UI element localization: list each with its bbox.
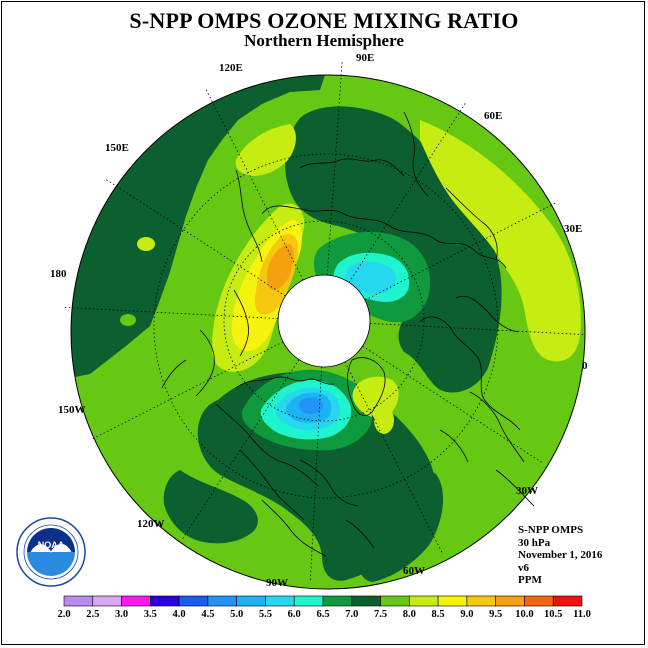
field-7-0-sw <box>163 470 258 544</box>
meridian-line <box>344 361 444 555</box>
meridian-line <box>204 87 304 281</box>
field-4-5-sw <box>298 397 324 414</box>
colorbar-tick-label: 8.5 <box>431 609 445 620</box>
colorbar-tick-label: 8.0 <box>402 609 416 620</box>
meridian-line <box>62 306 279 319</box>
meridian-line <box>348 101 468 283</box>
field-7-5-island <box>120 314 136 326</box>
colorbar-tick-label: 9.5 <box>489 609 503 620</box>
info-instrument: S-NPP OMPS <box>518 524 584 536</box>
field-8-0-ne <box>420 120 581 362</box>
field-7-0-southeast <box>356 469 444 582</box>
polar-no-data-cap <box>277 274 371 368</box>
info-unit: PPM <box>518 574 542 587</box>
lon-label-150w: 150W <box>58 404 86 416</box>
lon-label-180: 180 <box>50 268 67 280</box>
lon-label-90w: 90W <box>266 577 288 589</box>
info-level: 30 hPa <box>518 536 551 549</box>
ozone-fill-field <box>71 75 585 589</box>
lon-label-30w: 30W <box>516 485 538 497</box>
colorbar-tick-label: 3.5 <box>143 609 157 620</box>
field-8-0-atlantic <box>352 376 399 418</box>
colorbar-tick-label: 6.5 <box>316 609 330 620</box>
colorbar-tick-label: 3.0 <box>114 609 129 620</box>
lon-label-90e: 90E <box>356 52 375 64</box>
meridian-line <box>364 201 558 301</box>
meridian-line <box>104 177 286 297</box>
colorbar-tick-label: 5.5 <box>258 609 272 620</box>
colorbar-tick-label: 11.0 <box>573 609 591 620</box>
lon-label-120w: 120W <box>137 518 165 530</box>
lon-label-120e: 120E <box>219 62 243 74</box>
field-5-5-ne <box>345 261 396 294</box>
map-subtitle: Northern Hemisphere <box>244 31 404 50</box>
coastlines <box>161 111 535 557</box>
lon-label-150e: 150E <box>105 142 129 154</box>
meridian-line <box>90 341 284 441</box>
colorbar-tick-label: 4.0 <box>172 609 186 620</box>
field-9-5 <box>266 244 294 291</box>
lon-label-60e: 60E <box>484 110 503 122</box>
lon-label-60w: 60W <box>403 565 425 577</box>
colorbar-tick-label: 5.0 <box>230 609 244 620</box>
hemisphere-boundary <box>70 74 586 590</box>
map-title: S-NPP OMPS OZONE MIXING RATIO <box>129 8 519 33</box>
noaa-logo-bird <box>30 544 72 553</box>
colorbar-tick-label: 10.0 <box>515 609 534 620</box>
field-8-0-north <box>235 124 296 176</box>
meridian-line <box>326 59 343 276</box>
colorbar-tick-label: 4.5 <box>201 609 215 620</box>
meridian-line <box>180 359 300 541</box>
colorbar-tick-label: 10.5 <box>544 609 563 620</box>
latitude-circle-2 <box>153 153 499 499</box>
colorbar-tick-label: 7.0 <box>345 609 359 620</box>
lon-label-0: 0 <box>582 360 588 372</box>
meridian-line <box>369 323 586 336</box>
colorbar-tick-label: 6.0 <box>287 609 301 620</box>
colorbar-tick-label: 2.0 <box>57 609 71 620</box>
field-8-0-island1 <box>137 237 155 251</box>
latitude-circle-1 <box>223 220 425 422</box>
noaa-logo <box>16 517 86 587</box>
info-block: S-NPP OMPS 30 hPa November 1, 2016 v6 PP… <box>518 524 602 587</box>
noaa-logo-sea <box>27 552 75 576</box>
noaa-logo-text: NOAA <box>37 540 65 550</box>
colorbar-tick-label: 9.0 <box>460 609 474 620</box>
info-date: November 1, 2016 <box>518 549 603 562</box>
lon-label-30e: 30E <box>564 223 583 235</box>
meridian-line <box>309 366 322 583</box>
info-version: v6 <box>518 561 529 574</box>
graticule <box>62 59 586 583</box>
noaa-logo-ring <box>23 524 79 580</box>
colorbar-tick-label: 2.5 <box>86 609 100 620</box>
meridian-line <box>362 345 544 465</box>
colorbar-tick-label: 7.5 <box>373 609 388 620</box>
